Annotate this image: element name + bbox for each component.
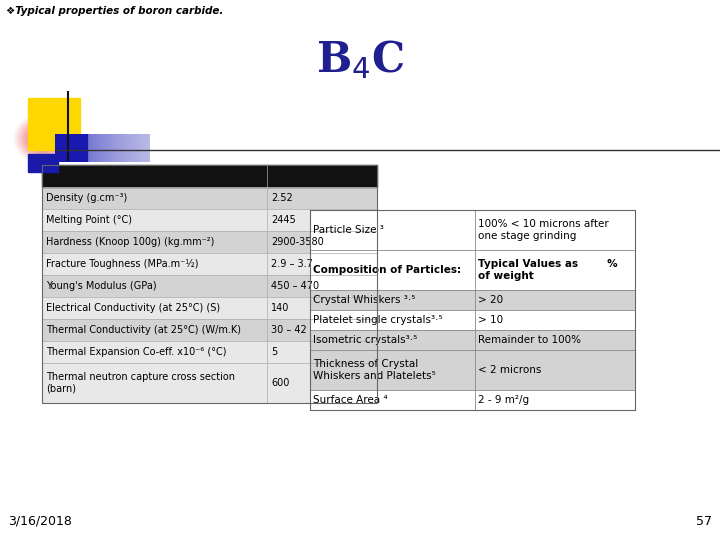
Text: 100% < 10 microns after
one stage grinding: 100% < 10 microns after one stage grindi… — [478, 219, 608, 241]
Bar — [42, 209, 377, 231]
Text: 5: 5 — [271, 347, 277, 357]
Bar — [42, 165, 377, 187]
Text: 600: 600 — [271, 378, 289, 388]
Text: Thickness of Crystal
Whiskers and Platelets⁵: Thickness of Crystal Whiskers and Platel… — [313, 359, 436, 381]
Text: ❖Typical properties of boron carbide.: ❖Typical properties of boron carbide. — [6, 6, 223, 16]
Bar — [42, 275, 377, 297]
Text: 2.52: 2.52 — [271, 193, 293, 203]
Text: 57: 57 — [696, 515, 712, 528]
Text: 3/16/2018: 3/16/2018 — [8, 515, 72, 528]
Bar — [42, 187, 377, 209]
Bar — [310, 390, 635, 410]
Text: Thermal Expansion Co-eff. x10⁻⁶ (°C): Thermal Expansion Co-eff. x10⁻⁶ (°C) — [46, 347, 227, 357]
Text: Melting Point (°C): Melting Point (°C) — [46, 215, 132, 225]
Bar — [28, 154, 58, 172]
Text: Young's Modulus (GPa): Young's Modulus (GPa) — [46, 281, 157, 291]
Bar — [28, 98, 80, 150]
Text: 450 – 470: 450 – 470 — [271, 281, 319, 291]
Text: Remainder to 100%: Remainder to 100% — [478, 335, 581, 345]
Text: B$_4$C: B$_4$C — [316, 38, 404, 82]
Text: Thermal Conductivity (at 25°C) (W/m.K): Thermal Conductivity (at 25°C) (W/m.K) — [46, 325, 241, 335]
Bar — [310, 290, 635, 310]
Text: < 2 microns: < 2 microns — [478, 365, 541, 375]
Bar — [42, 341, 377, 363]
Text: Isometric crystals³‧⁵: Isometric crystals³‧⁵ — [313, 335, 418, 345]
Bar — [42, 297, 377, 319]
Bar — [310, 210, 635, 250]
Text: 30 – 42: 30 – 42 — [271, 325, 307, 335]
Text: 2900-3580: 2900-3580 — [271, 237, 324, 247]
Bar — [42, 363, 377, 403]
Bar — [42, 231, 377, 253]
Text: > 20: > 20 — [478, 295, 503, 305]
Text: Fracture Toughness (MPa.m⁻½): Fracture Toughness (MPa.m⁻½) — [46, 259, 199, 269]
Text: Composition of Particles:: Composition of Particles: — [313, 265, 461, 275]
Text: > 10: > 10 — [478, 315, 503, 325]
Text: Typical Values as        %
of weight: Typical Values as % of weight — [478, 259, 618, 281]
Text: Hardness (Knoop 100g) (kg.mm⁻²): Hardness (Knoop 100g) (kg.mm⁻²) — [46, 237, 215, 247]
Text: Thermal neutron capture cross section
(barn): Thermal neutron capture cross section (b… — [46, 372, 235, 394]
Text: Particle Size ³: Particle Size ³ — [313, 225, 384, 235]
Text: Platelet single crystals³‧⁵: Platelet single crystals³‧⁵ — [313, 315, 443, 325]
Text: 2445: 2445 — [271, 215, 296, 225]
Text: 140: 140 — [271, 303, 289, 313]
Text: Surface Area ⁴: Surface Area ⁴ — [313, 395, 387, 405]
Text: 2.9 – 3.7: 2.9 – 3.7 — [271, 259, 313, 269]
Text: Density (g.cm⁻³): Density (g.cm⁻³) — [46, 193, 127, 203]
Text: Electrical Conductivity (at 25°C) (S): Electrical Conductivity (at 25°C) (S) — [46, 303, 220, 313]
Bar — [310, 310, 635, 330]
Bar — [42, 253, 377, 275]
Bar — [42, 319, 377, 341]
Bar — [310, 330, 635, 350]
Bar — [310, 350, 635, 390]
Bar — [310, 250, 635, 290]
Text: 2 - 9 m²/g: 2 - 9 m²/g — [478, 395, 529, 405]
Text: Crystal Whiskers ³‧⁵: Crystal Whiskers ³‧⁵ — [313, 295, 415, 305]
